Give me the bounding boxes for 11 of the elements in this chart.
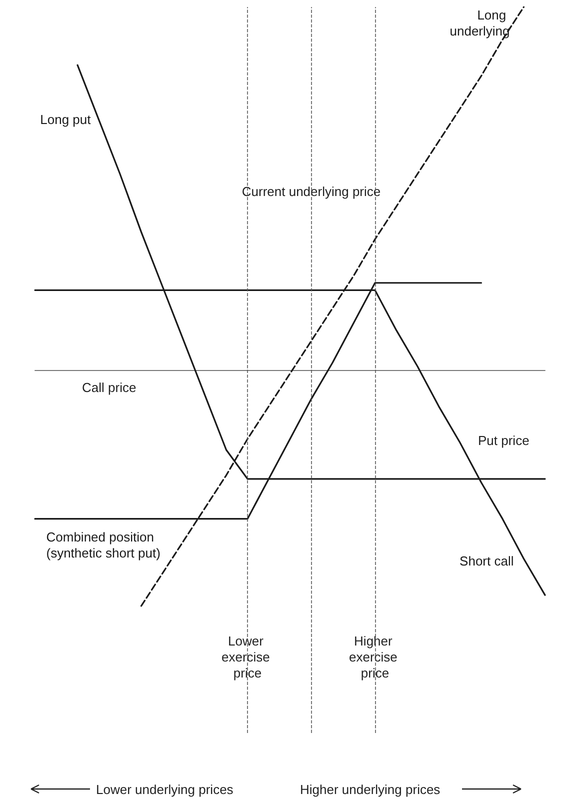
series-label: Long put	[40, 112, 92, 128]
series-label: Long underlying	[450, 8, 510, 38]
x-tick-label: Higher exercise price	[348, 634, 402, 680]
series-label: Short call	[460, 553, 514, 568]
series-label: Combined position (synthetic short put)	[46, 529, 160, 560]
annotation: Call price	[82, 380, 136, 395]
text: Lower underlying prices	[96, 782, 234, 797]
x-tick-label: Lower exercise price	[221, 634, 274, 680]
annotation: Put price	[478, 433, 530, 448]
text: Higher underlying prices	[300, 782, 440, 797]
x-tick-label: Current underlying price	[242, 184, 381, 199]
